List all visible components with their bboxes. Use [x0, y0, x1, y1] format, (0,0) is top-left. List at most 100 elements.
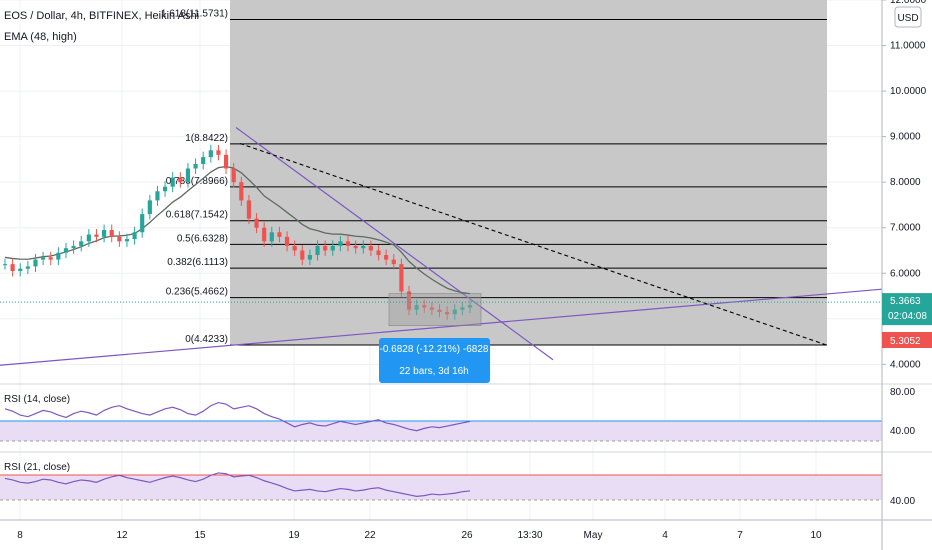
last-price-value: 5.3663: [890, 296, 921, 307]
currency-badge[interactable]: [894, 6, 922, 28]
price-tick-label: 9.0000: [890, 132, 921, 143]
candle-body: [414, 305, 419, 310]
time-tick-label: 15: [194, 530, 206, 541]
rsi21-path: [4, 472, 471, 498]
candle-body: [307, 255, 313, 260]
candle-body: [262, 227, 267, 242]
rsi14-label: RSI (14, close): [4, 394, 70, 405]
currency-label: USD: [897, 13, 918, 24]
candles: [2, 144, 473, 320]
time-tick-label: 13:30: [517, 530, 542, 541]
rsi14-pane: RSI (14, close): [0, 383, 932, 442]
candle-body: [94, 234, 99, 237]
ema-label: EMA (48, high): [4, 31, 77, 43]
time-tick-label: 22: [364, 530, 376, 541]
rsi-tick-label: 40.00: [890, 496, 915, 507]
candle-body: [452, 309, 457, 315]
candle-body: [368, 245, 373, 251]
candle-body: [353, 245, 358, 249]
rsi-tick-label: 80.00: [890, 387, 915, 398]
candle-body: [41, 257, 46, 260]
candle-body: [193, 163, 198, 169]
fib-level-label: 1(8.8422): [185, 133, 228, 144]
measure-bars-text: 22 bars, 3d 16h: [399, 366, 469, 377]
price-tick-label: 4.0000: [890, 359, 921, 370]
fib-level-label: 0.236(5.4662): [166, 287, 228, 298]
time-tick-label: 12: [116, 530, 128, 541]
candle-body: [147, 200, 152, 215]
candle-body: [315, 245, 320, 256]
descending-trendline[interactable]: [235, 127, 554, 361]
measure-range-box[interactable]: [388, 293, 482, 326]
price-tick-label: 10.0000: [890, 86, 927, 97]
time-tick-label: 26: [461, 530, 473, 541]
low-price-value: 5.3052: [890, 336, 921, 347]
ema-path: [4, 165, 471, 295]
candle-body: [429, 307, 434, 310]
low-price-badge[interactable]: [882, 332, 932, 348]
candle-body: [10, 264, 15, 271]
measure-change-text: -0.6828 (-12.21%) -6828: [380, 344, 489, 355]
candle-body: [460, 307, 465, 310]
candle-body: [437, 309, 442, 312]
candle-body: [422, 305, 427, 308]
candle-body: [239, 182, 244, 201]
candle-body: [56, 252, 61, 260]
candle-body: [117, 236, 122, 242]
candle-body: [109, 229, 114, 237]
candle-body: [246, 200, 252, 219]
candle-body: [33, 259, 38, 267]
projection-dashed-line[interactable]: [239, 142, 828, 346]
fib-level-label: 0.786(7.8966): [166, 176, 228, 187]
ema-line: [4, 165, 471, 295]
candle-body: [323, 245, 328, 251]
last-price-badge[interactable]: [882, 293, 932, 326]
candle-body: [71, 245, 76, 249]
time-tick-label: 19: [288, 530, 300, 541]
fib-level-label: 0.5(6.6328): [177, 233, 228, 244]
rsi21-label: RSI (21, close): [4, 462, 70, 473]
time-tick-label: 10: [810, 530, 822, 541]
price-tick-label: 7.0000: [890, 223, 921, 234]
candle-body: [102, 229, 107, 237]
candle-body: [208, 150, 213, 158]
candle-body: [338, 241, 343, 246]
candle-body: [300, 250, 305, 260]
fib-level-label: 0(4.4233): [185, 334, 228, 345]
candle-body: [63, 248, 69, 253]
candle-body: [86, 234, 91, 242]
candle-body: [361, 245, 366, 249]
fib-zone-fill: [230, 0, 827, 346]
measure-tool[interactable]: -0.6828 (-12.21%) -6828 22 bars, 3d 16h: [379, 293, 490, 383]
candle-body: [254, 218, 259, 228]
rsi14-band: [0, 421, 882, 441]
rsi-tick-label: 40.00: [890, 426, 915, 437]
time-tick-label: 4: [662, 530, 668, 541]
candle-body: [391, 259, 396, 265]
candle-body: [170, 177, 175, 187]
candle-body: [223, 154, 229, 169]
candle-body: [216, 150, 221, 155]
candle-body: [277, 232, 282, 237]
measure-tooltip[interactable]: [379, 338, 490, 383]
time-tick-label: 7: [737, 530, 743, 541]
time-tick-label: May: [584, 530, 603, 541]
time-axis[interactable]: 8 12 15 19 22 26 13:30 May 4 7 10: [0, 519, 932, 541]
fib-level-label: 1.618(11.5731): [161, 8, 228, 19]
candle-body: [445, 311, 450, 315]
candle-body: [406, 291, 412, 310]
fib-level-label: 0.382(6.1113): [167, 257, 228, 268]
price-tick-label: 12.0000: [890, 0, 927, 6]
rsi21-pane: RSI (21, close): [0, 451, 932, 501]
fib-levels: 1.618(11.5731) 1(8.8422) 0.786(7.8966) 0.61…: [161, 8, 827, 346]
candle-body: [330, 245, 335, 251]
fib-zone: [230, 0, 827, 346]
candle-body: [231, 168, 236, 183]
countdown-value: 02:04:08: [888, 311, 927, 322]
candle-body: [79, 241, 84, 246]
candle-body: [48, 257, 53, 260]
candle-body: [25, 266, 30, 269]
time-tick-label: 8: [17, 530, 23, 541]
